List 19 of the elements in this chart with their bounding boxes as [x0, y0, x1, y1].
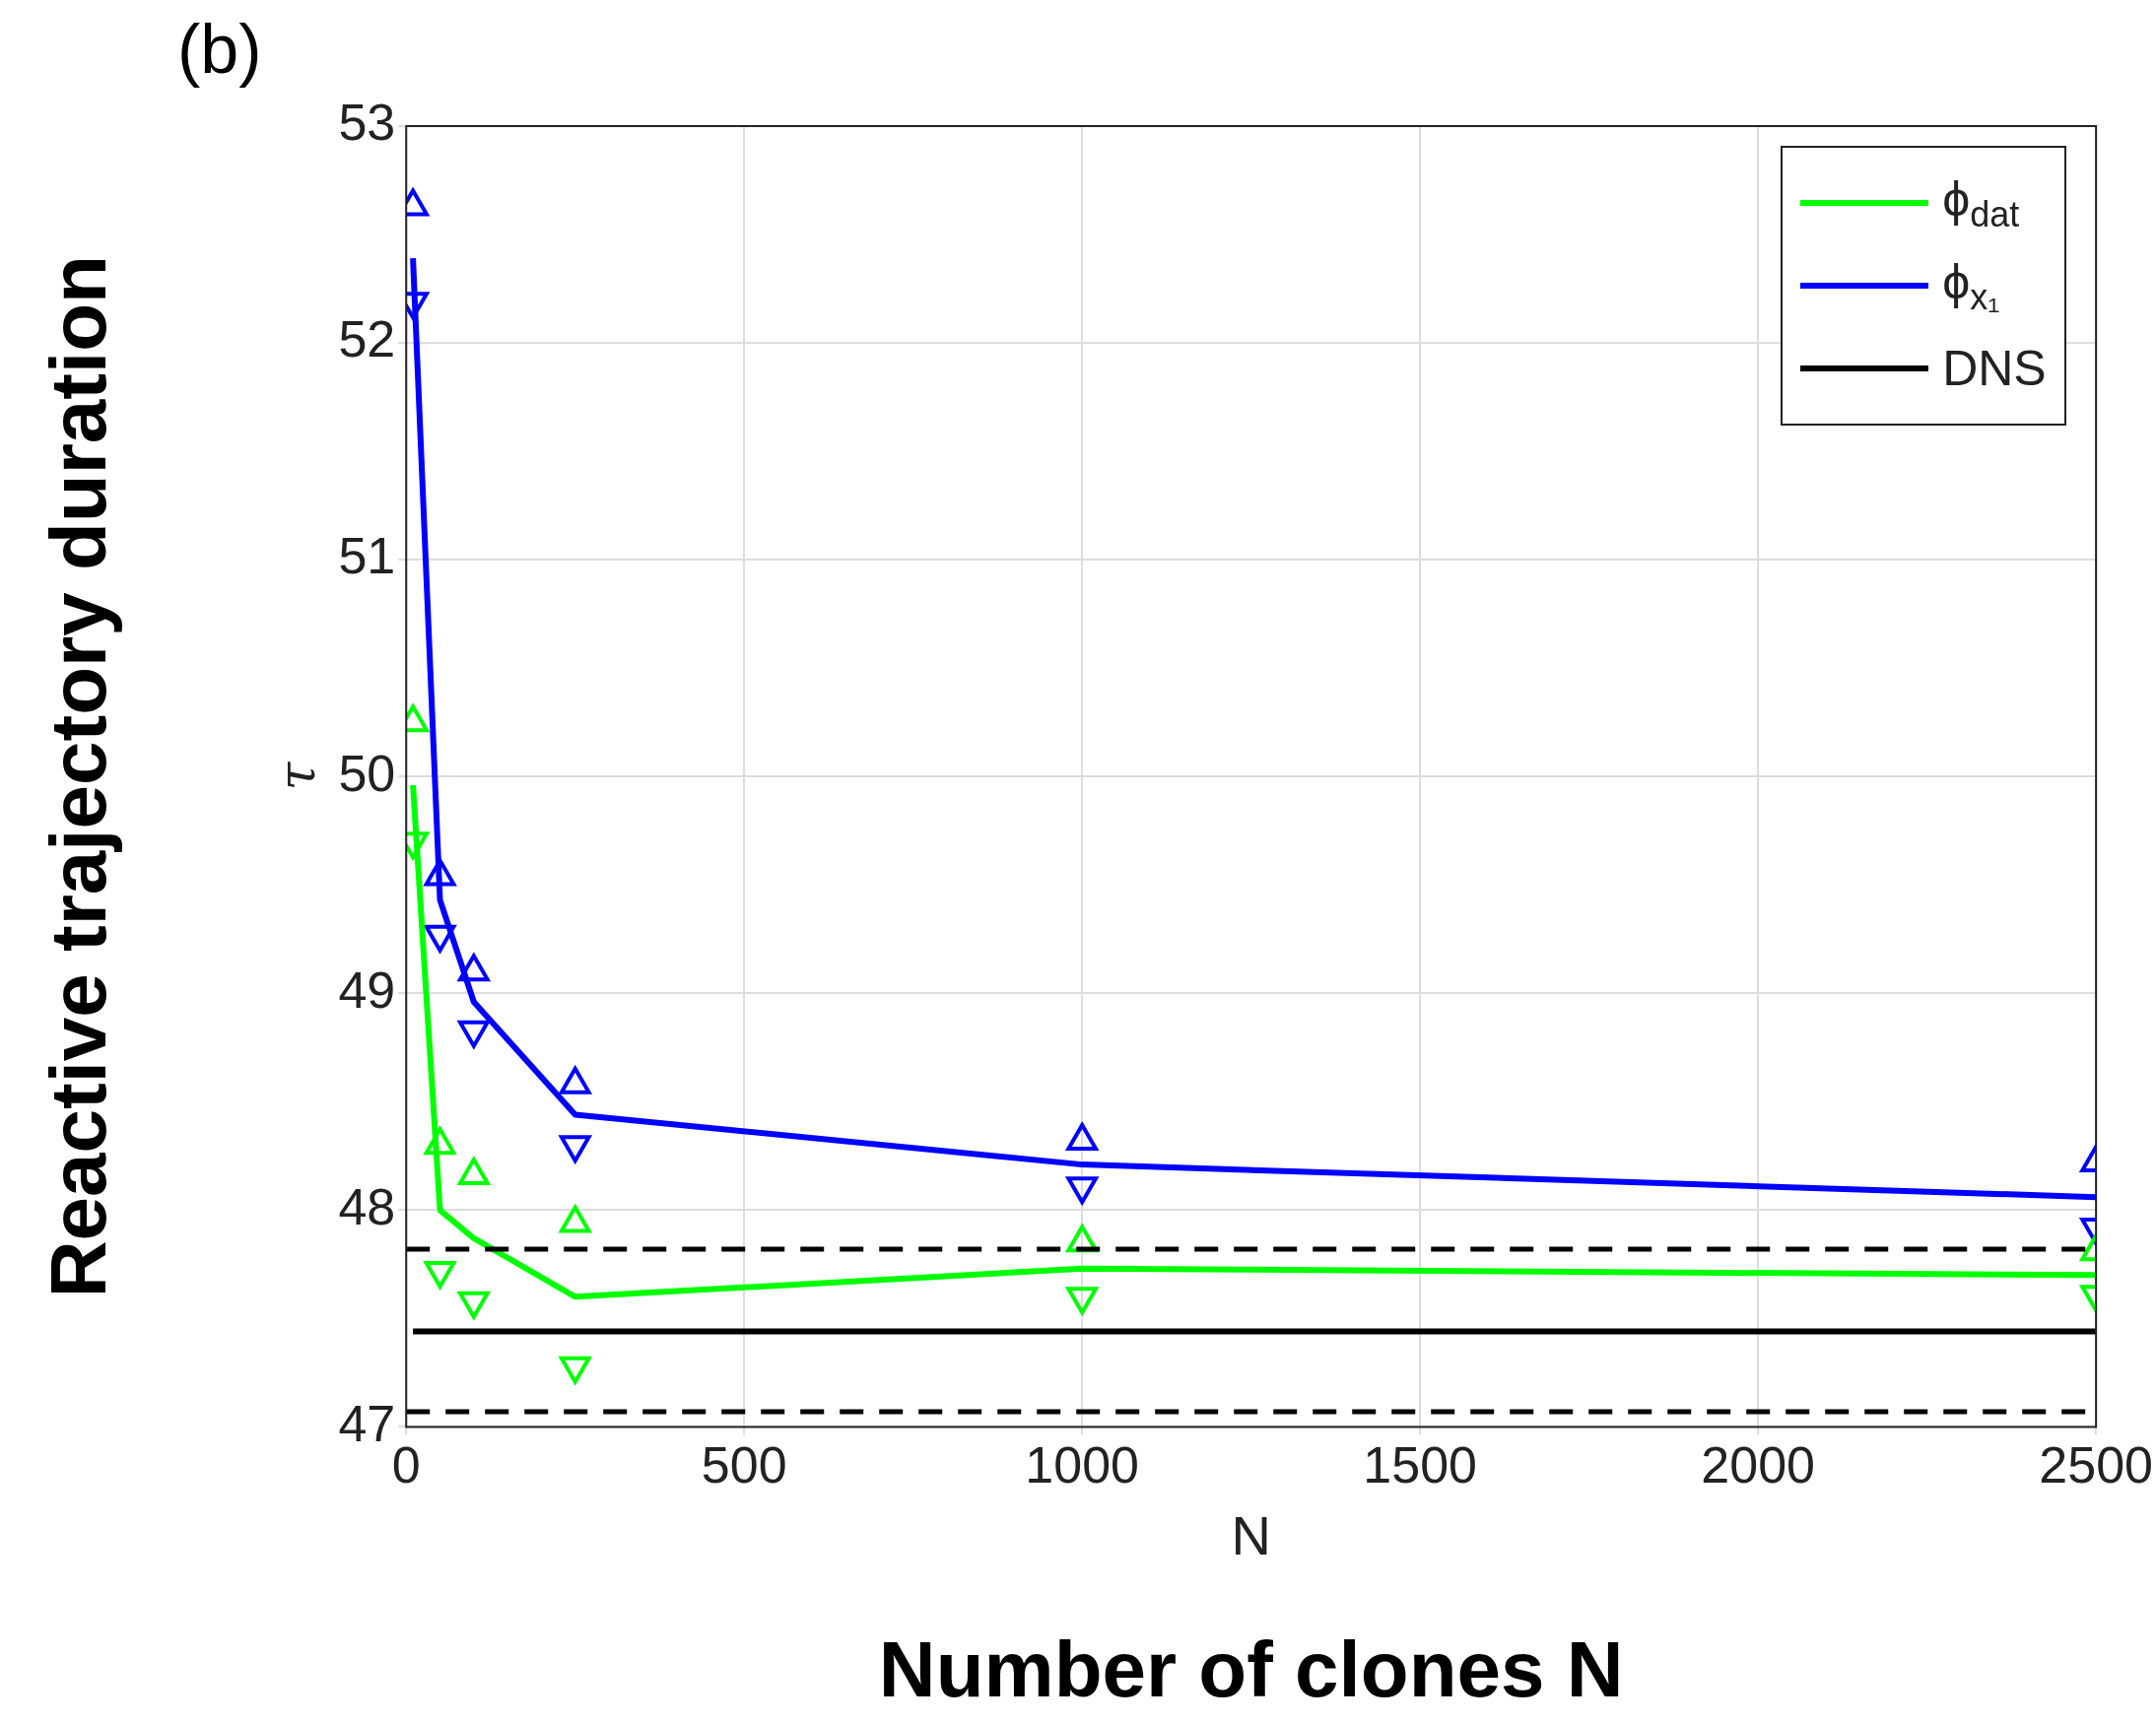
y-tick-label: 48 — [338, 1177, 396, 1235]
x-tick-label: 1000 — [1025, 1435, 1140, 1493]
y-tick-label: 51 — [338, 527, 396, 585]
text: (b) — [177, 11, 262, 89]
y-axis-title: τ — [266, 761, 326, 791]
x-axis-title: N — [1231, 1503, 1271, 1566]
text: Reactive trajectory duration — [34, 255, 123, 1298]
y-tick-label: 53 — [338, 94, 396, 152]
y-tick-label: 49 — [338, 961, 396, 1019]
x-tick-label: 2500 — [2039, 1435, 2153, 1493]
y-tick-label: 50 — [338, 744, 396, 802]
legend-label: ϕ$_{x₁}$ — [1942, 253, 2000, 318]
x-tick-label: 500 — [701, 1435, 787, 1493]
y-tick-label: 52 — [338, 310, 396, 368]
text: Number of clones N — [878, 1625, 1624, 1714]
legend-label: ϕ$_{dat}$ — [1942, 170, 2020, 235]
legend-label: DNS — [1942, 340, 2047, 397]
x-tick-label: 1500 — [1363, 1435, 1478, 1493]
x-tick-label: 2000 — [1701, 1435, 1816, 1493]
